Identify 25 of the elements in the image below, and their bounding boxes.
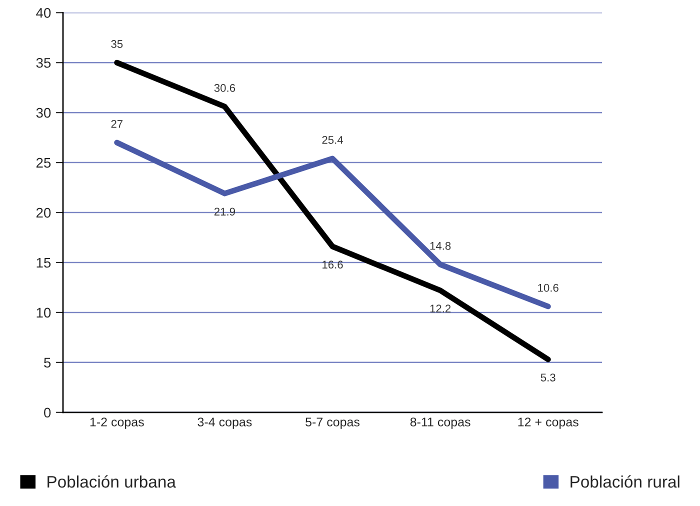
- y-tick-label: 15: [36, 258, 51, 268]
- legend-label: Población rural: [570, 475, 680, 488]
- y-tick-label: 40: [36, 8, 51, 18]
- legend-label: Población urbana: [48, 475, 176, 488]
- data-label: 35: [111, 40, 123, 48]
- data-label: 16.6: [322, 260, 343, 269]
- y-tick-label: 5: [44, 358, 51, 368]
- data-label: 14.8: [430, 242, 451, 250]
- x-tick-label: 5-7 copas: [306, 418, 360, 429]
- y-tick-label: 25: [36, 158, 51, 168]
- y-tick-label: 10: [36, 308, 51, 318]
- x-tick-label: 8-11 copas: [410, 418, 470, 429]
- y-tick-label: 30: [36, 108, 51, 118]
- x-tick-label: 3-4 copas: [198, 418, 252, 429]
- data-label: 30.6: [214, 84, 236, 92]
- data-label: 27: [111, 120, 123, 128]
- y-tick-label: 20: [36, 208, 51, 218]
- y-tick-label: 0: [44, 408, 51, 418]
- x-tick-label: 1-2 copas: [90, 418, 144, 429]
- data-label: 10.6: [538, 284, 558, 292]
- data-label: 12.2: [430, 304, 451, 312]
- y-tick-label: 35: [36, 58, 51, 68]
- data-label: 25.4: [322, 136, 343, 144]
- data-label: 5.3: [540, 374, 556, 382]
- x-tick-label: 12 + copas: [518, 418, 578, 429]
